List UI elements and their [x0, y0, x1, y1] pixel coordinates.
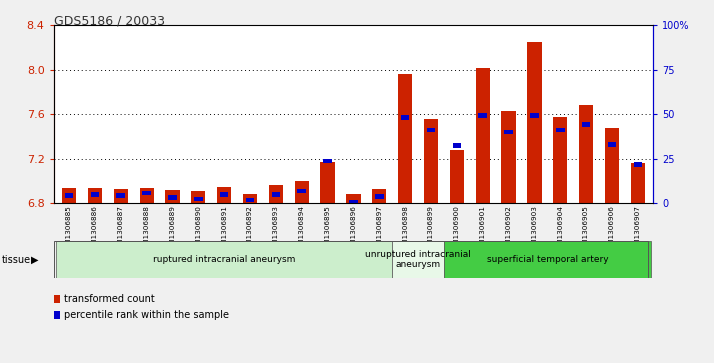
Bar [56, 241, 392, 278]
Bar [553, 117, 568, 203]
Bar [401, 115, 409, 120]
Bar [608, 142, 616, 147]
Bar [217, 187, 231, 203]
Bar [504, 130, 513, 134]
Text: unruptured intracranial
aneurysm: unruptured intracranial aneurysm [365, 250, 471, 269]
Bar [323, 159, 332, 163]
Bar [295, 181, 309, 203]
Bar [633, 162, 642, 167]
Bar [630, 163, 645, 203]
Bar [91, 192, 99, 197]
Bar [527, 42, 541, 203]
Text: ruptured intracranial aneurysm: ruptured intracranial aneurysm [153, 255, 296, 264]
Bar [582, 122, 590, 127]
Bar [476, 68, 490, 203]
Bar [62, 188, 76, 203]
Bar [194, 197, 203, 201]
Bar [372, 189, 386, 203]
Bar [116, 193, 125, 198]
Bar [169, 196, 177, 200]
Bar [65, 193, 74, 198]
Bar [114, 189, 128, 203]
Bar [579, 105, 593, 203]
Bar [191, 191, 206, 203]
Bar [246, 198, 254, 202]
Bar [556, 128, 565, 132]
Bar [398, 74, 412, 203]
Bar [139, 188, 154, 203]
Bar [427, 128, 436, 132]
Bar [220, 192, 228, 197]
Bar [268, 185, 283, 203]
Bar [605, 128, 619, 203]
Bar [346, 194, 361, 203]
Bar [142, 191, 151, 196]
Bar [166, 190, 180, 203]
Bar [243, 194, 257, 203]
Bar [271, 192, 280, 197]
Text: superficial temporal artery: superficial temporal artery [486, 255, 608, 264]
Text: percentile rank within the sample: percentile rank within the sample [64, 310, 229, 321]
Text: tissue: tissue [2, 254, 31, 265]
Bar [450, 150, 464, 203]
Bar [424, 119, 438, 203]
Bar [298, 189, 306, 193]
Bar [392, 241, 444, 278]
Bar [88, 188, 102, 203]
Bar [375, 194, 383, 199]
Bar [478, 113, 487, 118]
Text: transformed count: transformed count [64, 294, 155, 304]
Bar [453, 143, 461, 148]
Bar [501, 111, 516, 203]
Bar [444, 241, 650, 278]
Bar [530, 113, 538, 118]
Bar [321, 162, 335, 203]
Text: ▶: ▶ [31, 254, 39, 265]
Bar [349, 200, 358, 204]
Text: GDS5186 / 20033: GDS5186 / 20033 [54, 15, 164, 28]
